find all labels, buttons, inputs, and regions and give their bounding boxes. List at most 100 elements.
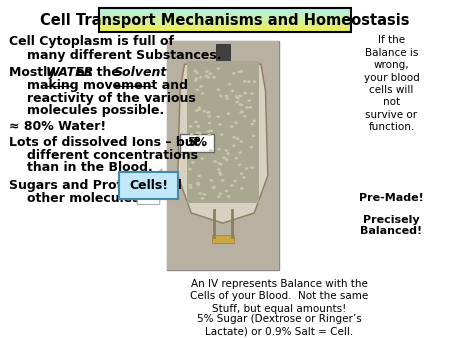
Bar: [99, 18, 351, 19]
Bar: [180, 134, 214, 152]
Circle shape: [218, 123, 222, 126]
Circle shape: [217, 168, 221, 171]
Bar: [99, 11, 351, 13]
Circle shape: [231, 90, 234, 92]
Circle shape: [207, 134, 211, 136]
Circle shape: [212, 186, 216, 188]
Bar: [99, 9, 351, 10]
Circle shape: [227, 195, 231, 198]
Text: as the: as the: [72, 66, 125, 79]
Text: ≈ 80% Water!: ≈ 80% Water!: [9, 120, 106, 133]
Circle shape: [239, 140, 243, 143]
Circle shape: [219, 95, 222, 97]
Polygon shape: [178, 64, 268, 223]
Polygon shape: [133, 169, 164, 204]
Circle shape: [243, 115, 247, 118]
Circle shape: [236, 137, 239, 140]
Bar: [99, 23, 351, 24]
Circle shape: [232, 72, 235, 75]
Text: Cells!: Cells!: [129, 179, 168, 192]
Circle shape: [238, 94, 242, 97]
Circle shape: [245, 167, 248, 170]
Circle shape: [188, 168, 192, 170]
Bar: [99, 25, 351, 26]
Bar: [99, 21, 351, 22]
Bar: [99, 28, 351, 29]
Circle shape: [191, 161, 195, 164]
Circle shape: [243, 92, 247, 95]
Circle shape: [225, 149, 228, 152]
Circle shape: [193, 143, 197, 146]
Text: 5%: 5%: [187, 136, 207, 149]
Circle shape: [208, 122, 211, 124]
Circle shape: [222, 156, 226, 159]
Text: Cell Transport Mechanisms and Homeostasis: Cell Transport Mechanisms and Homeostasi…: [40, 13, 410, 28]
Circle shape: [194, 110, 198, 112]
Bar: [166, 41, 279, 270]
Circle shape: [217, 195, 220, 198]
Circle shape: [198, 132, 202, 135]
Circle shape: [207, 111, 211, 114]
Circle shape: [200, 157, 204, 160]
Circle shape: [240, 70, 243, 73]
Circle shape: [198, 174, 201, 177]
Circle shape: [242, 176, 246, 179]
Circle shape: [194, 77, 198, 80]
Text: making movement and: making movement and: [27, 79, 188, 92]
Text: molecules possible.: molecules possible.: [27, 104, 164, 117]
Circle shape: [207, 115, 211, 118]
Circle shape: [251, 123, 254, 125]
Bar: [187, 61, 259, 203]
Circle shape: [252, 120, 256, 122]
Circle shape: [196, 135, 199, 138]
Circle shape: [234, 157, 238, 160]
Circle shape: [195, 89, 199, 91]
Circle shape: [209, 179, 213, 182]
Circle shape: [230, 125, 234, 128]
Bar: [99, 30, 351, 31]
Circle shape: [189, 141, 193, 143]
Circle shape: [205, 70, 209, 73]
Circle shape: [189, 186, 192, 189]
Circle shape: [233, 179, 237, 182]
Bar: [99, 13, 351, 14]
Circle shape: [217, 88, 220, 91]
Circle shape: [210, 129, 213, 132]
Circle shape: [199, 76, 202, 79]
Circle shape: [240, 172, 243, 175]
Circle shape: [245, 106, 249, 109]
Circle shape: [216, 115, 220, 118]
Circle shape: [201, 197, 204, 200]
Circle shape: [216, 67, 220, 70]
Circle shape: [248, 99, 251, 102]
Text: Mostly: Mostly: [9, 66, 60, 79]
Circle shape: [219, 192, 222, 195]
Circle shape: [202, 144, 205, 147]
Circle shape: [197, 143, 200, 146]
Bar: [99, 27, 351, 28]
Text: WATER: WATER: [45, 66, 94, 79]
Circle shape: [240, 103, 243, 106]
Circle shape: [199, 85, 203, 88]
Circle shape: [195, 131, 199, 134]
Circle shape: [227, 113, 230, 115]
Bar: [99, 24, 351, 25]
Circle shape: [239, 111, 243, 114]
Circle shape: [207, 76, 210, 79]
Circle shape: [225, 97, 229, 100]
Circle shape: [251, 166, 254, 169]
Text: different concentrations: different concentrations: [27, 149, 198, 162]
Bar: [99, 17, 351, 18]
Circle shape: [235, 101, 239, 103]
Circle shape: [189, 184, 192, 186]
Bar: [212, 235, 234, 243]
Bar: [99, 26, 351, 27]
Text: other molecules.: other molecules.: [27, 192, 144, 204]
Circle shape: [219, 173, 222, 176]
Text: many different Substances.: many different Substances.: [27, 49, 221, 62]
Text: Solvent: Solvent: [114, 66, 167, 79]
Circle shape: [197, 125, 200, 128]
Circle shape: [198, 192, 202, 195]
Bar: [216, 44, 230, 64]
Circle shape: [212, 187, 215, 189]
